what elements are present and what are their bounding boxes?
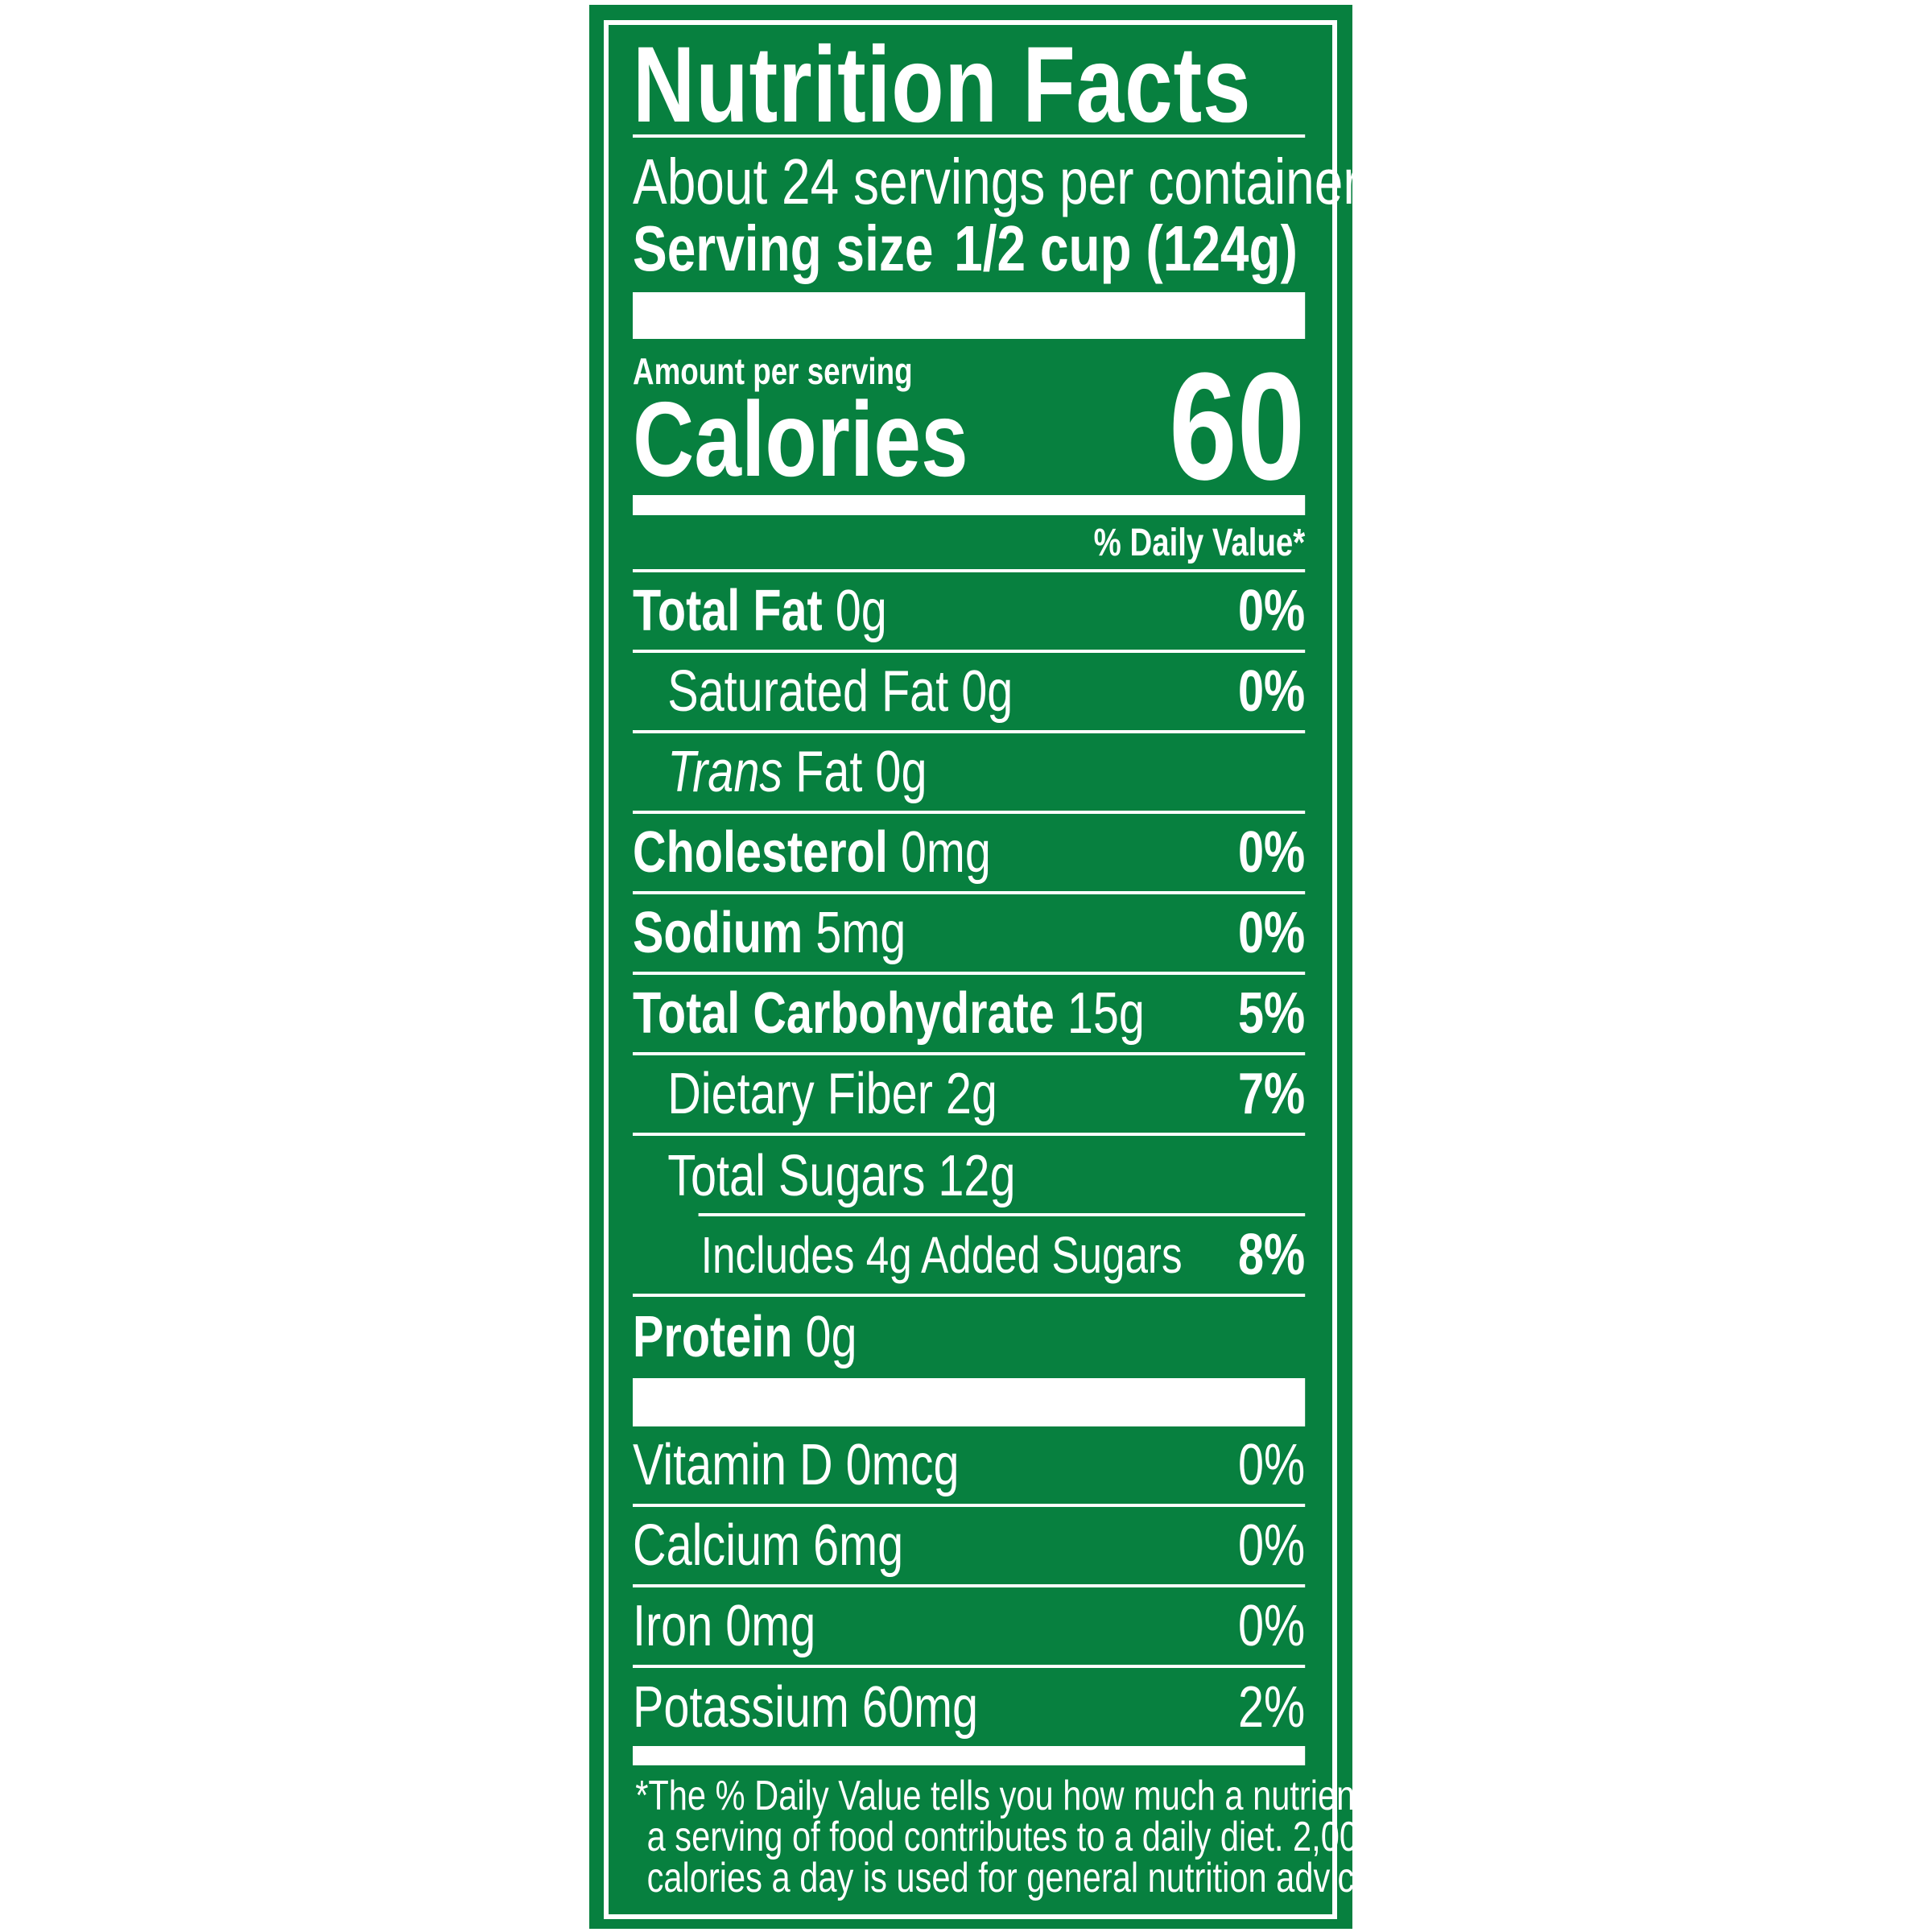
nutrient-name-italic: Trans — [667, 740, 783, 804]
vitamin-name: Iron — [633, 1594, 713, 1658]
vitamin-dv: 0% — [1237, 1433, 1306, 1497]
nutrient-row-protein: Protein 0g — [633, 1297, 1305, 1377]
nutrient-row-total-fat: Total Fat 0g 0% — [633, 572, 1306, 653]
vitamin-name: Potassium — [633, 1674, 849, 1740]
vitamin-amount: 60mg — [861, 1674, 979, 1740]
nutrient-row-saturated-fat: Saturated Fat 0g 0% — [633, 653, 1306, 733]
nutrient-name: Sodium — [633, 901, 803, 965]
footnote: *The % Daily Value tells you how much a … — [635, 1773, 1400, 1901]
nutrient-name: Total Fat — [633, 579, 823, 643]
daily-value-header: % Daily Value* — [1093, 522, 1306, 564]
vitamin-row-vitamin-d: Vitamin D 0mcg 0% — [633, 1426, 1306, 1507]
nutrient-name: Dietary Fiber — [667, 1062, 933, 1126]
nutrient-name: Cholesterol — [633, 820, 888, 885]
amount-per-serving: Amount per serving — [633, 350, 913, 392]
nutrient-dv: 8% — [1237, 1223, 1306, 1287]
servings-per-container: About 24 servings per container — [633, 146, 1360, 217]
nutrient-name: Fat — [795, 740, 863, 804]
nutrient-row-trans-fat: Trans Fat 0g — [633, 733, 1306, 814]
nutrient-dv: 7% — [1237, 1062, 1306, 1126]
label-title: Nutrition Facts — [633, 25, 1252, 145]
nutrient-dv: 0% — [1237, 901, 1306, 965]
footnote-line: a serving of food contributes to a daily… — [646, 1814, 1377, 1860]
nutrient-dv: 0% — [1237, 579, 1306, 643]
divider — [633, 569, 1306, 572]
nutrient-name: Protein — [633, 1305, 793, 1369]
nutrient-amount: 5mg — [815, 901, 906, 965]
inner-border — [604, 20, 1337, 1919]
nutrient-dv: 5% — [1237, 981, 1306, 1046]
medium-divider — [633, 495, 1306, 515]
nutrient-amount: 0g — [805, 1305, 857, 1369]
nutrient-row-total-carbohydrate: Total Carbohydrate 15g 5% — [633, 975, 1306, 1055]
nutrient-name: Total Carbohydrate — [633, 981, 1055, 1046]
vitamin-row-iron: Iron 0mg 0% — [633, 1587, 1306, 1668]
vitamin-name: Vitamin D — [633, 1433, 833, 1497]
nutrient-row-added-sugars: Includes 4g Added Sugars 8% — [633, 1216, 1306, 1297]
nutrient-row-sodium: Sodium 5mg 0% — [633, 894, 1306, 975]
serving-size-label: Serving size — [633, 213, 934, 284]
calories-label: Calories — [633, 380, 968, 498]
vitamin-dv: 0% — [1237, 1513, 1306, 1578]
vitamin-dv: 0% — [1237, 1594, 1306, 1658]
nutrient-amount: 0mg — [900, 820, 991, 885]
nutrient-amount: 12g — [938, 1144, 1016, 1208]
nutrient-amount: 15g — [1067, 981, 1145, 1046]
nutrient-dv: 0% — [1237, 820, 1306, 885]
thick-divider — [633, 292, 1306, 339]
vitamin-dv: 2% — [1237, 1674, 1306, 1740]
nutrient-amount: 2g — [945, 1062, 997, 1126]
added-sugars-divider — [698, 1213, 1306, 1216]
nutrient-amount: 0g — [835, 579, 887, 643]
serving-size-value: 1/2 cup (124g) — [954, 213, 1298, 284]
nutrient-row-cholesterol: Cholesterol 0mg 0% — [633, 814, 1306, 894]
nutrient-name: Includes 4g Added Sugars — [700, 1226, 1183, 1284]
calories-value: 60 — [1169, 341, 1306, 512]
nutrient-amount: 0g — [875, 740, 927, 804]
title-divider — [633, 134, 1306, 138]
vitamin-name: Calcium — [633, 1513, 801, 1578]
nutrition-facts-content: Nutrition Facts About 24 servings per co… — [633, 0, 1400, 1932]
nutrient-row-dietary-fiber: Dietary Fiber 2g 7% — [633, 1055, 1306, 1136]
serving-size: Serving size 1/2 cup (124g) — [633, 214, 1305, 283]
nutrient-row-total-sugars: Total Sugars 12g — [633, 1136, 1305, 1216]
footnote-line: *The % Daily Value tells you how much a … — [635, 1773, 1400, 1819]
footnote-line: calories a day is used for general nutri… — [646, 1855, 1382, 1901]
thick-divider — [633, 1378, 1306, 1426]
vitamin-amount: 0mcg — [845, 1433, 960, 1497]
vitamin-row-calcium: Calcium 6mg 0% — [633, 1507, 1306, 1587]
nutrient-dv: 0% — [1237, 659, 1306, 724]
nutrient-name: Total Sugars — [667, 1144, 926, 1208]
nutrient-name: Saturated Fat — [667, 659, 949, 724]
nutrient-amount: 0g — [961, 659, 1013, 724]
medium-divider — [633, 1746, 1306, 1765]
vitamin-row-potassium: Potassium 60mg 2% — [633, 1668, 1305, 1746]
vitamin-amount: 6mg — [813, 1513, 904, 1578]
vitamin-amount: 0mg — [725, 1594, 816, 1658]
